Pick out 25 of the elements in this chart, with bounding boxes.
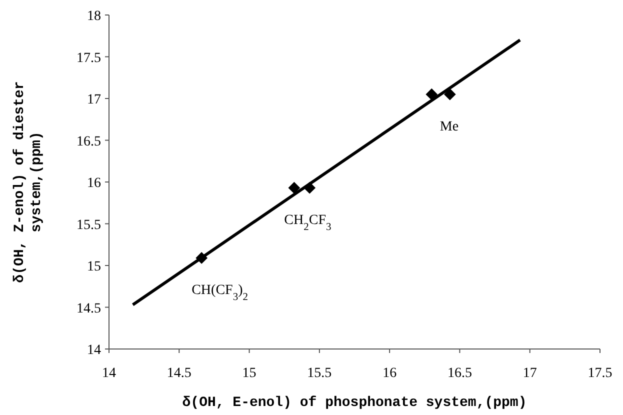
annotation: CH(CF$_{3}$)$_{2}$ (192, 282, 248, 302)
y-tick-label: 16.5 (76, 134, 101, 150)
x-tick-label: 14.5 (166, 366, 192, 381)
y-tick-label: 15 (87, 260, 101, 274)
x-tick-label: 15.5 (307, 366, 332, 381)
x-tick-label: 15 (242, 366, 256, 381)
y-tick-label: 16 (87, 176, 101, 191)
point (288, 182, 300, 194)
y-tick-label: 15.5 (76, 218, 101, 233)
y-tick-label: 17 (87, 92, 101, 108)
y-tick-label: 14.5 (76, 301, 101, 316)
point (444, 88, 456, 100)
x-axis-title: δ(OH, E-enol) of phosphonate system,(ppm) (182, 395, 527, 411)
point (426, 88, 438, 100)
x-tick-label: 16.5 (447, 366, 472, 381)
x-tick-label: 17 (522, 366, 537, 381)
y-tick-label: 18 (87, 9, 101, 24)
y-tick-label: 14 (87, 343, 101, 358)
x-tick-label: 16 (382, 366, 397, 381)
annotation: CH$_{2}$CF$_{3}$ (284, 212, 332, 232)
y-tick-label: 17.5 (76, 50, 101, 66)
y-axis-title: δ(OH, Z-enol) of diester system,(ppm) (12, 81, 45, 283)
annotation: Me (440, 119, 459, 134)
x-tick-label: 17.5 (588, 366, 612, 381)
x-tick-label: 14 (102, 366, 116, 381)
